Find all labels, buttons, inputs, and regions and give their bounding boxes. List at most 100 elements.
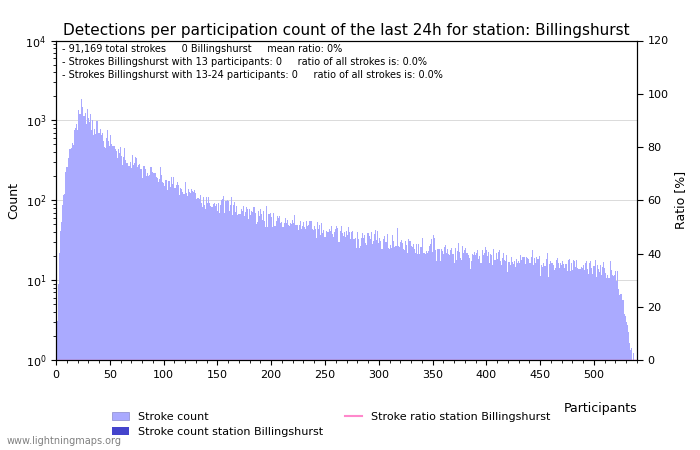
Bar	[185, 181, 186, 450]
Bar	[491, 255, 492, 450]
Bar	[214, 203, 215, 450]
Bar	[106, 138, 107, 450]
Bar	[545, 266, 546, 450]
Bar	[366, 245, 368, 450]
Bar	[407, 253, 408, 450]
Bar	[564, 268, 566, 450]
Bar	[75, 128, 76, 450]
Bar	[123, 157, 125, 450]
Bar	[211, 207, 213, 450]
Bar	[289, 225, 290, 450]
Bar	[360, 246, 361, 450]
Bar	[448, 254, 449, 450]
Bar	[205, 209, 206, 450]
Bar	[578, 269, 580, 450]
Bar	[94, 129, 95, 450]
Bar	[351, 232, 352, 450]
Bar	[218, 203, 219, 450]
Bar	[431, 239, 432, 450]
Bar	[160, 167, 161, 450]
Bar	[103, 140, 104, 450]
Bar	[457, 251, 458, 450]
Bar	[634, 360, 636, 450]
Bar	[270, 213, 271, 450]
Bar	[346, 231, 347, 450]
Bar	[105, 148, 106, 450]
Bar	[216, 204, 217, 450]
Bar	[102, 132, 103, 450]
Bar	[517, 263, 518, 450]
Bar	[203, 197, 204, 450]
Bar	[554, 268, 556, 450]
Bar	[223, 196, 225, 450]
Bar	[176, 185, 177, 450]
Bar	[475, 255, 476, 450]
Bar	[329, 229, 330, 450]
Bar	[164, 186, 165, 450]
Bar	[514, 261, 515, 450]
Bar	[399, 247, 400, 450]
Bar	[450, 250, 452, 450]
Bar	[206, 197, 207, 450]
Bar	[546, 259, 547, 450]
Bar	[498, 250, 500, 450]
Bar	[401, 240, 402, 450]
Bar	[193, 192, 195, 450]
Bar	[120, 147, 121, 450]
Legend: Stroke count, Stroke count station Billingshurst, Stroke ratio station Billingsh: Stroke count, Stroke count station Billi…	[108, 407, 555, 441]
Bar	[494, 260, 496, 450]
Bar	[95, 134, 97, 450]
Bar	[302, 225, 303, 450]
Bar	[133, 165, 134, 450]
Bar	[626, 322, 627, 450]
Bar	[488, 252, 489, 450]
Bar	[550, 261, 552, 450]
Bar	[385, 242, 386, 450]
Bar	[219, 213, 220, 450]
Bar	[137, 167, 139, 450]
Bar	[315, 229, 316, 450]
Bar	[256, 224, 257, 450]
Bar	[323, 230, 324, 450]
Bar	[326, 231, 327, 450]
Bar	[311, 221, 312, 450]
Bar	[462, 246, 463, 450]
Bar	[544, 266, 545, 450]
Bar	[487, 256, 488, 450]
Bar	[434, 238, 435, 450]
Bar	[404, 250, 405, 450]
Bar	[230, 205, 231, 450]
Bar	[125, 160, 127, 450]
Bar	[134, 163, 135, 450]
Bar	[368, 234, 369, 450]
Bar	[391, 248, 392, 450]
Bar	[71, 143, 73, 450]
Bar	[217, 211, 218, 450]
Title: Detections per participation count of the last 24h for station: Billingshurst: Detections per participation count of th…	[63, 23, 630, 38]
Bar	[427, 253, 428, 450]
Bar	[486, 250, 487, 450]
Bar	[568, 259, 570, 450]
Bar	[575, 267, 576, 450]
Text: Participants: Participants	[564, 402, 637, 414]
Bar	[209, 203, 211, 450]
Bar	[141, 178, 143, 450]
Bar	[452, 254, 454, 450]
Bar	[470, 270, 471, 450]
Bar	[632, 360, 634, 450]
Bar	[617, 271, 618, 450]
Bar	[518, 261, 519, 450]
Bar	[111, 144, 113, 450]
Bar	[519, 263, 520, 450]
Bar	[90, 114, 91, 450]
Bar	[636, 360, 638, 450]
Bar	[586, 261, 587, 450]
Bar	[107, 130, 108, 450]
Bar	[117, 158, 118, 450]
Bar	[135, 157, 136, 450]
Bar	[540, 265, 542, 450]
Bar	[136, 158, 137, 450]
Bar	[520, 255, 522, 450]
Bar	[362, 233, 363, 450]
Bar	[130, 162, 131, 450]
